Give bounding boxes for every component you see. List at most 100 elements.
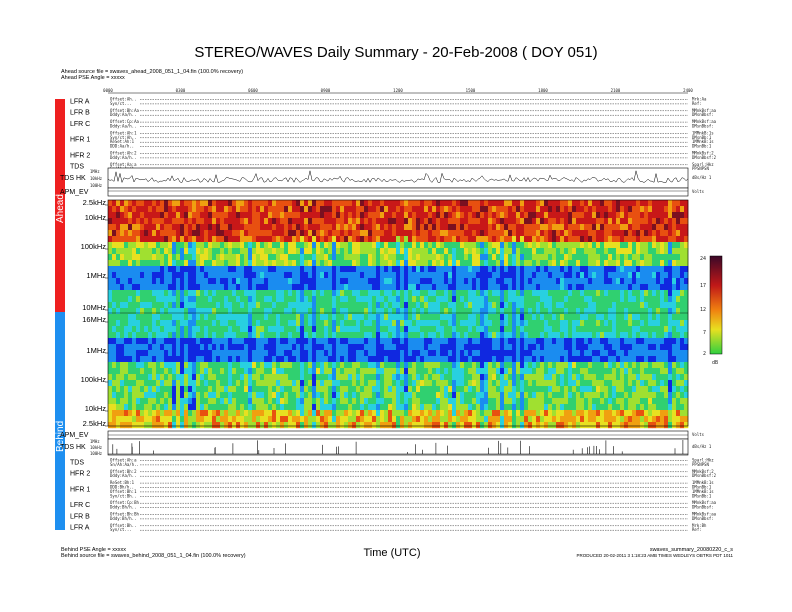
spectrogram-cell [444, 230, 449, 237]
spectrogram-cell [440, 320, 445, 327]
spectrogram-cell [384, 272, 389, 279]
spectrogram-cell [112, 422, 117, 429]
spectrogram-cell [484, 254, 489, 261]
spectrogram-cell [404, 284, 409, 291]
spectrogram-cell [116, 248, 121, 255]
ahead-row-4-left-1: Dddy:Aa/h.. [110, 155, 137, 160]
spectrogram-cell [164, 368, 169, 375]
spectrogram-cell [260, 236, 265, 243]
spectrogram-cell [512, 368, 517, 375]
spectrogram-cell [248, 350, 253, 357]
spectrogram-cell [456, 242, 461, 249]
spectrogram-cell [148, 218, 153, 225]
spectrogram-cell [408, 290, 413, 297]
spectrogram-cell [340, 332, 345, 339]
spectrogram-cell [244, 398, 249, 405]
spectrogram-cell [364, 326, 369, 333]
spectrogram-cell [420, 296, 425, 303]
spectrogram-cell [308, 392, 313, 399]
spectrogram-cell [328, 272, 333, 279]
spectrogram-cell [424, 206, 429, 213]
spectrogram-cell [172, 224, 177, 231]
spectrogram-cell [216, 422, 221, 429]
spectrogram-cell [436, 350, 441, 357]
spectrogram-cell [476, 344, 481, 351]
spectrogram-cell [448, 200, 453, 207]
spectrogram-cell [152, 206, 157, 213]
spectrogram-cell [520, 206, 525, 213]
spectrogram-cell [576, 266, 581, 273]
spectrogram-cell [484, 320, 489, 327]
spectrogram-cell [524, 326, 529, 333]
spectrogram-cell [192, 344, 197, 351]
spectrogram-cell [228, 254, 233, 261]
spectrogram-cell [516, 374, 521, 381]
spectrogram-cell [516, 308, 521, 315]
spectrogram-cell [596, 284, 601, 291]
spectrogram-cell [564, 284, 569, 291]
spectrogram-cell [560, 278, 565, 285]
spectrogram-cell [164, 218, 169, 225]
spectrogram-cell [460, 272, 465, 279]
spectrogram-cell [208, 422, 213, 429]
spectrogram-cell [472, 308, 477, 315]
spectrogram-cell [252, 392, 257, 399]
spectrogram-cell [284, 200, 289, 207]
spectrogram-cell [608, 266, 613, 273]
spectrogram-cell [172, 302, 177, 309]
spectrogram-cell [460, 302, 465, 309]
spectrogram-cell [552, 278, 557, 285]
spectrogram-cell [216, 272, 221, 279]
spectrogram-cell [620, 398, 625, 405]
spectrogram-cell [504, 422, 509, 429]
spectrogram-cell [292, 260, 297, 267]
spectrogram-cell [580, 206, 585, 213]
spectrogram-cell [556, 236, 561, 243]
spectrogram-cell [420, 260, 425, 267]
spectrogram-cell [292, 272, 297, 279]
spectrogram-cell [248, 344, 253, 351]
spectrogram-cell [400, 296, 405, 303]
spectrogram-cell [196, 236, 201, 243]
spectrogram-cell [556, 212, 561, 219]
spectrogram-cell [368, 422, 373, 429]
spectrogram-cell [144, 362, 149, 369]
spectrogram-cell [276, 344, 281, 351]
spectrogram-cell [424, 398, 429, 405]
spectrogram-cell [384, 356, 389, 363]
spectrogram-cell [560, 200, 565, 207]
spectrogram-cell [424, 320, 429, 327]
spectrogram-cell [240, 230, 245, 237]
spectrogram-cell [172, 266, 177, 273]
spectrogram-cell [504, 260, 509, 267]
spectrogram-cell [536, 260, 541, 267]
spectrogram-cell [112, 218, 117, 225]
spectrogram-cell [152, 242, 157, 249]
spectrogram-cell [344, 248, 349, 255]
spectrogram-cell [600, 380, 605, 387]
spectrogram-cell [320, 392, 325, 399]
spectrogram-cell [280, 230, 285, 237]
spectrogram-cell [228, 380, 233, 387]
spectrogram-cell [328, 206, 333, 213]
spectrogram-cell [528, 416, 533, 423]
spectrogram-cell [564, 350, 569, 357]
spectrogram-cell [224, 350, 229, 357]
spectrogram-cell [532, 290, 537, 297]
spectrogram-cell [208, 218, 213, 225]
spectrogram-cell [116, 410, 121, 417]
spectrogram-cell [436, 326, 441, 333]
spectrogram-cell [492, 302, 497, 309]
spectrogram-cell [184, 404, 189, 411]
spectrogram-cell [332, 332, 337, 339]
spectrogram-cell [284, 338, 289, 345]
spectrogram-cell [524, 386, 529, 393]
spectrogram-cell [356, 350, 361, 357]
spectrogram-cell [152, 290, 157, 297]
spectrogram-cell [560, 332, 565, 339]
spectrogram-cell [144, 272, 149, 279]
spectrogram-cell [408, 296, 413, 303]
time-tick-0600: 0600 [248, 88, 258, 93]
spectrogram-cell [288, 350, 293, 357]
spectrogram-cell [204, 392, 209, 399]
